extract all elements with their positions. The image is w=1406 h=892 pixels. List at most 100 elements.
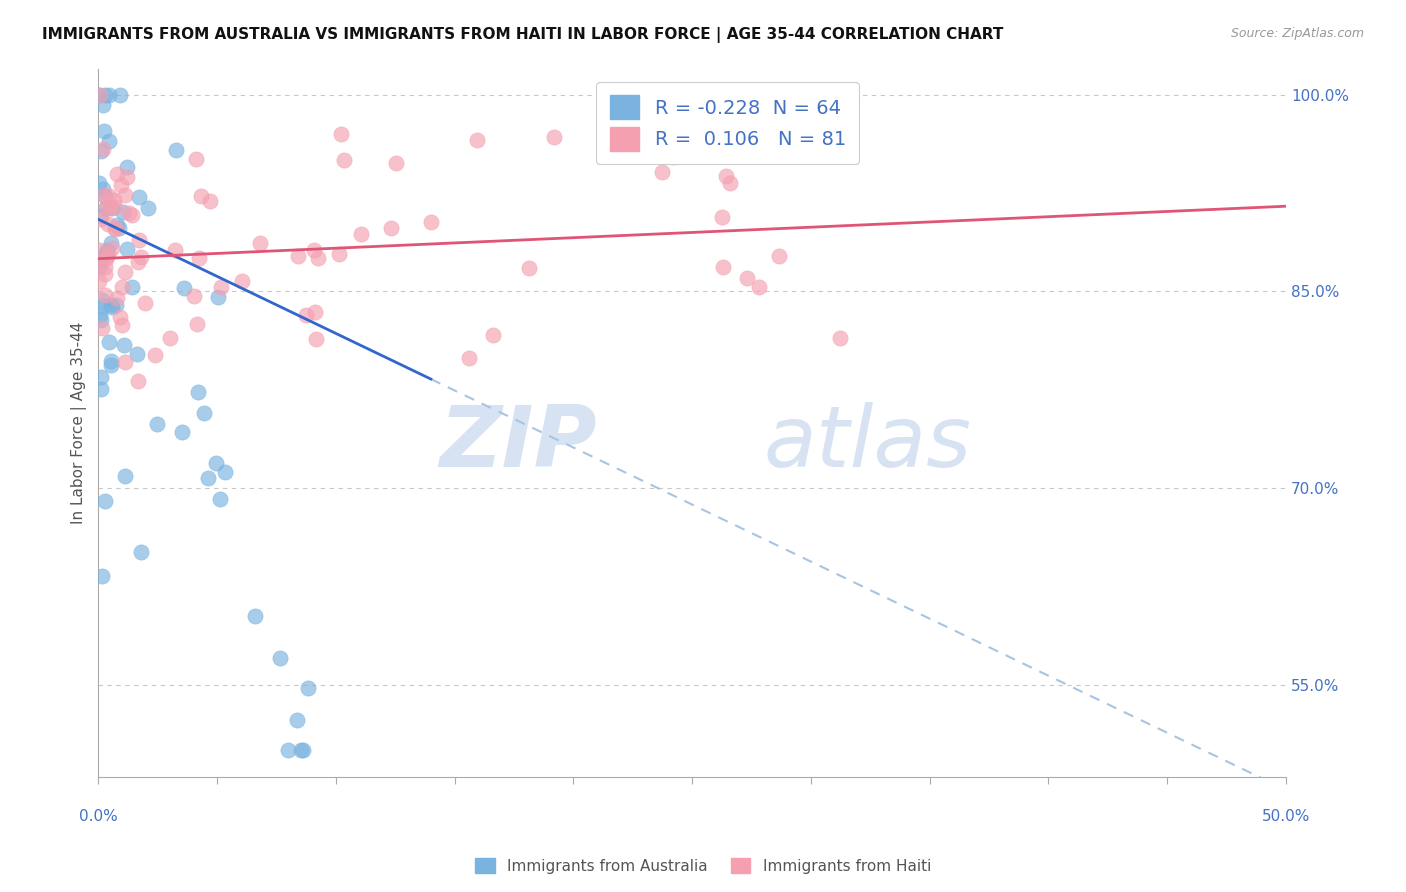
Point (87, 260, 110, 274)
Point (112, 338, 135, 352)
Point (207, 290, 229, 304)
Point (716, 169, 738, 183)
Point (330, 127, 353, 141)
Point (190, 189, 212, 203)
Point (91, 299, 114, 313)
Point (165, 143, 187, 157)
Point (127, 374, 149, 388)
Point (115, 160, 138, 174)
Point (193, 406, 215, 420)
Point (249, 235, 271, 250)
Point (91, 321, 114, 335)
Point (91, 98, 114, 112)
Point (87, 176, 110, 190)
Point (94, 287, 117, 301)
Point (118, 206, 141, 220)
Point (111, 205, 134, 219)
Point (125, 347, 148, 361)
Point (651, 164, 673, 178)
Point (96, 200, 118, 214)
Text: Source: ZipAtlas.com: Source: ZipAtlas.com (1230, 27, 1364, 40)
Point (90, 382, 112, 396)
Point (349, 227, 371, 241)
Point (90, 211, 112, 226)
Point (172, 425, 194, 440)
Point (121, 208, 143, 222)
Point (87, 255, 110, 269)
Point (128, 233, 150, 247)
Point (91, 143, 114, 157)
Point (94, 201, 117, 215)
Point (184, 152, 207, 166)
Point (188, 251, 211, 265)
Point (129, 250, 152, 264)
Point (197, 471, 219, 485)
Point (110, 178, 132, 192)
Point (90, 313, 112, 327)
Point (231, 274, 253, 288)
Point (114, 468, 136, 483)
Point (108, 221, 131, 235)
Point (105, 291, 128, 305)
Point (94, 494, 117, 508)
Point (186, 317, 208, 331)
Point (183, 289, 205, 303)
Point (458, 351, 481, 366)
Text: 0.0%: 0.0% (79, 809, 118, 824)
Point (121, 280, 143, 294)
Point (100, 358, 122, 372)
Point (105, 218, 128, 232)
Point (100, 300, 122, 314)
Point (104, 221, 127, 235)
Point (89, 209, 111, 223)
Point (98, 334, 121, 349)
Point (89, 274, 111, 288)
Point (91, 293, 114, 307)
Point (129, 545, 152, 559)
Point (333, 153, 356, 168)
Point (110, 87, 132, 102)
Point (243, 609, 266, 624)
Point (90, 144, 112, 158)
Point (297, 681, 319, 695)
Legend: R = -0.228  N = 64, R =  0.106   N = 81: R = -0.228 N = 64, R = 0.106 N = 81 (596, 82, 859, 164)
Point (186, 384, 208, 399)
Point (718, 176, 741, 190)
Point (205, 456, 228, 470)
Point (89, 243, 111, 257)
Text: ZIP: ZIP (440, 402, 598, 485)
Point (90, 569, 112, 583)
Point (136, 201, 159, 215)
Point (94, 87, 117, 102)
Point (100, 353, 122, 368)
Point (89, 87, 111, 102)
Point (143, 348, 166, 362)
Point (305, 332, 328, 346)
Point (420, 214, 443, 228)
Point (748, 279, 770, 293)
Point (685, 87, 707, 102)
Point (307, 251, 329, 265)
Point (269, 651, 291, 665)
Point (104, 222, 127, 236)
Point (768, 249, 790, 263)
Point (277, 743, 299, 757)
Point (287, 249, 309, 263)
Point (290, 743, 312, 757)
Point (214, 465, 236, 479)
Point (97, 134, 120, 148)
Point (94, 252, 117, 266)
Point (105, 167, 128, 181)
Point (96, 243, 118, 257)
Point (304, 305, 326, 319)
Text: 50.0%: 50.0% (1261, 809, 1310, 824)
Point (96, 246, 118, 260)
Point (662, 150, 685, 164)
Point (711, 260, 734, 274)
Point (108, 310, 131, 325)
Point (90, 251, 112, 265)
Point (101, 241, 124, 255)
Point (93, 124, 115, 138)
Point (465, 132, 488, 146)
Point (94, 260, 117, 275)
